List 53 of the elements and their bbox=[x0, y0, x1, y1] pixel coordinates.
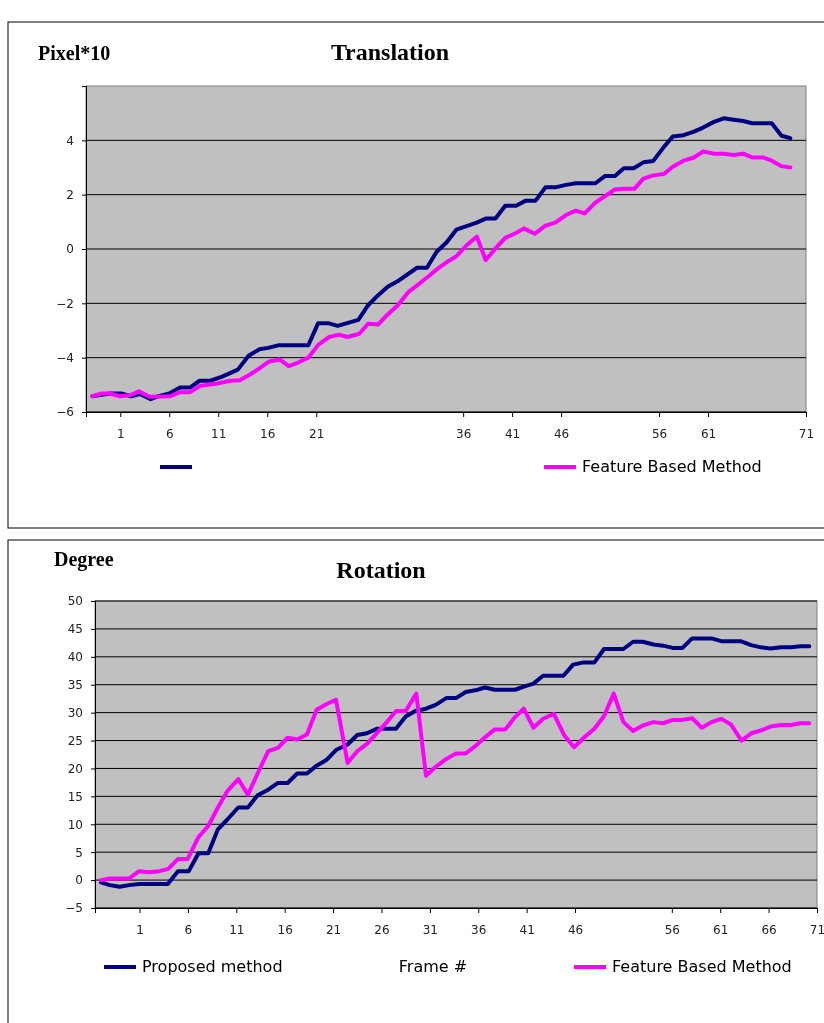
x-tick-label: 56 bbox=[651, 426, 668, 441]
x-tick-label: 66 bbox=[761, 922, 777, 937]
x-tick-label: 61 bbox=[700, 426, 717, 441]
x-tick-label: 1 bbox=[136, 922, 144, 937]
x-tick-label: 16 bbox=[260, 426, 276, 441]
x-tick-label: 21 bbox=[325, 922, 342, 937]
y-axis-title: Degree bbox=[54, 548, 114, 571]
x-tick-label: 36 bbox=[471, 922, 487, 937]
y-tick-label: −2 bbox=[56, 296, 74, 311]
chart-title: Rotation bbox=[336, 557, 426, 583]
y-tick-label: 50 bbox=[67, 594, 83, 609]
x-tick-label: 11 bbox=[211, 426, 227, 441]
x-axis-title: Frame # bbox=[398, 957, 468, 976]
x-tick-label: 71 bbox=[809, 922, 824, 937]
y-tick-label: 25 bbox=[67, 733, 83, 748]
y-tick-label: 10 bbox=[67, 817, 83, 832]
x-tick-label: 6 bbox=[165, 426, 174, 441]
x-tick-label: 41 bbox=[504, 426, 521, 441]
y-tick-label: 40 bbox=[67, 650, 83, 665]
legend-label: Proposed method bbox=[142, 957, 283, 976]
y-axis-title: Pixel*10 bbox=[38, 42, 111, 64]
x-tick-label: 11 bbox=[229, 922, 245, 937]
x-tick-label: 16 bbox=[277, 922, 293, 937]
y-tick-label: 5 bbox=[75, 845, 83, 860]
y-tick-label: 35 bbox=[67, 678, 83, 693]
y-tick-label: 0 bbox=[75, 873, 83, 888]
y-tick-label: 2 bbox=[66, 188, 74, 203]
x-tick-label: 46 bbox=[567, 922, 584, 937]
x-tick-label: 56 bbox=[664, 922, 680, 937]
chart-title: Translation bbox=[330, 39, 450, 65]
x-tick-label: 21 bbox=[309, 426, 325, 441]
x-tick-label: 6 bbox=[184, 922, 193, 937]
y-tick-label: 0 bbox=[66, 242, 74, 257]
y-tick-label: −4 bbox=[56, 351, 74, 366]
line-series bbox=[99, 691, 812, 883]
x-tick-label: 31 bbox=[422, 922, 439, 937]
y-tick-label: −5 bbox=[65, 901, 83, 916]
legend-label: Feature Based Method bbox=[582, 457, 762, 476]
x-tick-label: 1 bbox=[116, 426, 125, 441]
x-tick-label: 26 bbox=[374, 922, 390, 937]
x-tick-label: 36 bbox=[456, 426, 472, 441]
y-tick-label: 20 bbox=[67, 761, 83, 776]
y-tick-label: 30 bbox=[67, 705, 83, 720]
x-tick-label: 46 bbox=[553, 426, 570, 441]
x-tick-label: 71 bbox=[798, 426, 815, 441]
y-tick-label: 4 bbox=[66, 133, 74, 148]
x-tick-label: 61 bbox=[713, 922, 729, 937]
y-tick-label: −6 bbox=[56, 405, 74, 420]
x-tick-label: 41 bbox=[519, 922, 535, 937]
line-series bbox=[99, 636, 812, 889]
legend-label: Feature Based Method bbox=[612, 957, 792, 976]
y-tick-label: 45 bbox=[67, 622, 83, 637]
y-tick-label: 15 bbox=[67, 789, 83, 804]
